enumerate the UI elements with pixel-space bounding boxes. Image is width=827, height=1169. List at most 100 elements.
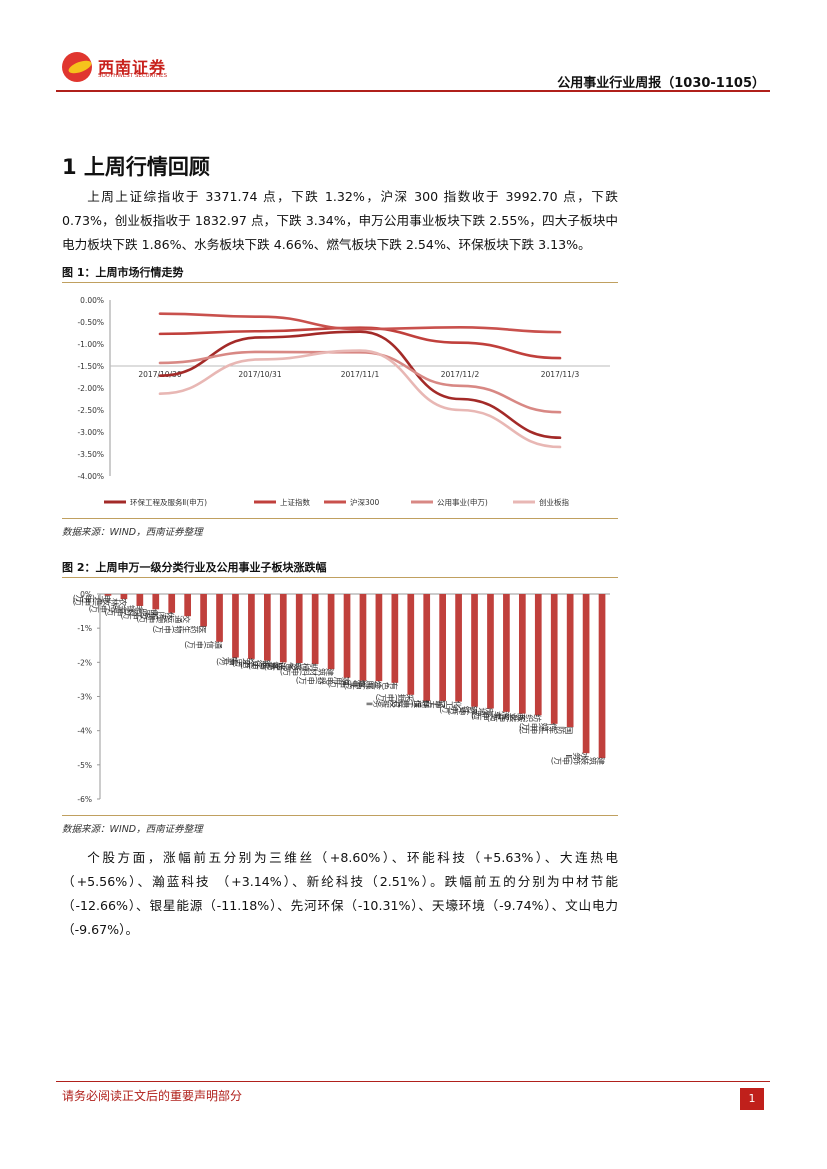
industry-bar — [407, 594, 415, 695]
y-tick-label: -1.00% — [77, 340, 104, 349]
industry-bar — [136, 594, 144, 606]
category-label: 银行(申万) — [232, 659, 271, 668]
series-line — [158, 312, 562, 334]
industry-bar — [263, 594, 271, 661]
industry-bar — [423, 594, 431, 701]
x-tick-label: 2017/11/1 — [341, 370, 380, 379]
company-logo: 西南证券 SOUTHWEST SECURITIES — [62, 52, 182, 86]
industry-bar — [598, 594, 606, 758]
legend-label: 创业板指 — [539, 497, 569, 507]
industry-bar — [582, 594, 590, 754]
series-line — [158, 330, 562, 440]
header-divider — [56, 90, 770, 92]
industry-bar — [439, 594, 447, 701]
legend-label: 上证指数 — [280, 497, 310, 507]
industry-bar — [359, 594, 367, 681]
legend-label: 沪深300 — [350, 497, 380, 507]
category-label: 化工(申万) — [423, 700, 462, 709]
legend-label: 环保工程及服务Ⅱ(申万) — [130, 497, 207, 507]
industry-bar — [200, 594, 207, 627]
category-label: 建筑装饰(申万) — [551, 757, 606, 766]
industry-bar — [311, 594, 319, 665]
y-tick-label: -6% — [77, 795, 92, 804]
category-label: 有色金属(申万) — [344, 681, 399, 690]
y-tick-label: -3% — [77, 693, 92, 702]
figure2-top-rule — [62, 577, 618, 578]
industry-bar — [471, 594, 478, 707]
industry-bar — [168, 594, 176, 613]
category-label: 汽车(申万) — [471, 710, 510, 719]
y-tick-label: 0.00% — [80, 296, 104, 305]
category-label: 钢铁(申万) — [439, 705, 478, 714]
industry-bar — [534, 594, 542, 716]
industry-bar — [550, 594, 558, 724]
category-label: 电子(申万) — [73, 594, 112, 603]
figure2-title: 图 2：上周申万一级分类行业及公用事业子板块涨跌幅 — [62, 561, 327, 574]
category-label: 食品饮料(申万) — [105, 608, 160, 617]
figure1-top-rule — [62, 282, 618, 283]
y-tick-label: -3.50% — [77, 450, 104, 459]
y-tick-label: -1% — [77, 624, 92, 633]
industry-bar — [104, 594, 112, 596]
y-tick-label: 0% — [80, 590, 92, 599]
y-tick-label: -3.00% — [77, 428, 104, 437]
category-label: 综合(申万) — [216, 657, 255, 666]
category-label: 电气设备(申万) — [248, 662, 303, 671]
industry-bar — [184, 594, 192, 617]
industry-bar — [152, 594, 160, 610]
category-label: 水务Ⅱ — [564, 752, 590, 761]
series-line — [158, 349, 562, 449]
category-label: 电力 — [221, 656, 239, 665]
category-label: 医药生物(申万) — [152, 625, 206, 634]
legend-label: 公用事业(申万) — [437, 497, 488, 507]
y-tick-label: -4.00% — [77, 472, 104, 481]
x-tick-label: 2017/10/31 — [238, 370, 281, 379]
category-label: 采掘(申万) — [376, 693, 415, 702]
industry-bar — [518, 594, 526, 714]
category-label: 计算机(申万) — [240, 661, 287, 670]
category-label: 轻工制造(申万) — [391, 699, 446, 708]
y-tick-label: -2.00% — [77, 384, 104, 393]
category-label: 交通运输(申万) — [136, 615, 191, 624]
industry-bar — [232, 594, 239, 658]
page-number: 1 — [740, 1088, 764, 1110]
category-label: 纺织服装(申万) — [487, 714, 542, 723]
y-tick-label: -5% — [77, 761, 92, 770]
figure1-title: 图 1：上周市场行情走势 — [62, 266, 184, 279]
figure2-source: 数据来源：WIND，西南证券整理 — [62, 824, 203, 835]
market-trend-line-chart: 0.00% -0.50% -1.00% -1.50% -2.00% -2.50% -3.00… — [77, 296, 610, 507]
market-review-paragraph: 上周上证综指收于 3371.74 点，下跌 1.32%，沪深 300 指数收于 … — [62, 189, 618, 252]
logo-english-name: SOUTHWEST SECURITIES — [98, 73, 168, 79]
x-tick-label: 2017/11/3 — [541, 370, 580, 379]
category-label: 环保工程及服务Ⅱ — [365, 699, 430, 708]
section-heading: 1 上周行情回顾 — [62, 155, 210, 179]
x-tick-label: 2017/11/2 — [441, 370, 480, 379]
category-label: 燃气Ⅱ — [341, 679, 367, 688]
y-tick-label: -4% — [77, 727, 92, 736]
logo-emblem-icon — [62, 52, 92, 82]
industry-bar — [503, 594, 510, 712]
category-label: 家用电器(申万) — [296, 676, 351, 685]
footer-disclaimer: 请务必阅读正文后的重要声明部分 — [62, 1089, 243, 1103]
series-line — [158, 326, 562, 360]
footer-divider — [56, 1081, 770, 1082]
category-label: 建筑材料(申万) — [280, 668, 335, 677]
category-label: 房地产(申万) — [447, 707, 494, 716]
y-tick-label: -1.50% — [77, 362, 104, 371]
stock-movers-paragraph: 个股方面，涨幅前五分别为三维丝（+8.60%）、环能科技（+5.63%）、大连热… — [62, 850, 618, 937]
industry-bar — [248, 594, 255, 659]
industry-bar — [487, 594, 494, 709]
industry-bar — [391, 594, 399, 683]
series-line — [158, 350, 562, 414]
industry-bar — [343, 594, 351, 678]
category-label: 传媒(申万) — [519, 722, 558, 731]
y-tick-label: -2.50% — [77, 406, 104, 415]
figure1-bottom-rule — [62, 518, 618, 519]
figure1-source: 数据来源：WIND，西南证券整理 — [62, 527, 203, 538]
figure2-bottom-rule — [62, 815, 618, 816]
industry-bar — [455, 594, 462, 702]
y-tick-label: -0.50% — [77, 318, 104, 327]
industry-bar — [279, 594, 287, 663]
category-label: 商业贸易(申万) — [471, 712, 526, 721]
industry-bar — [375, 594, 383, 682]
